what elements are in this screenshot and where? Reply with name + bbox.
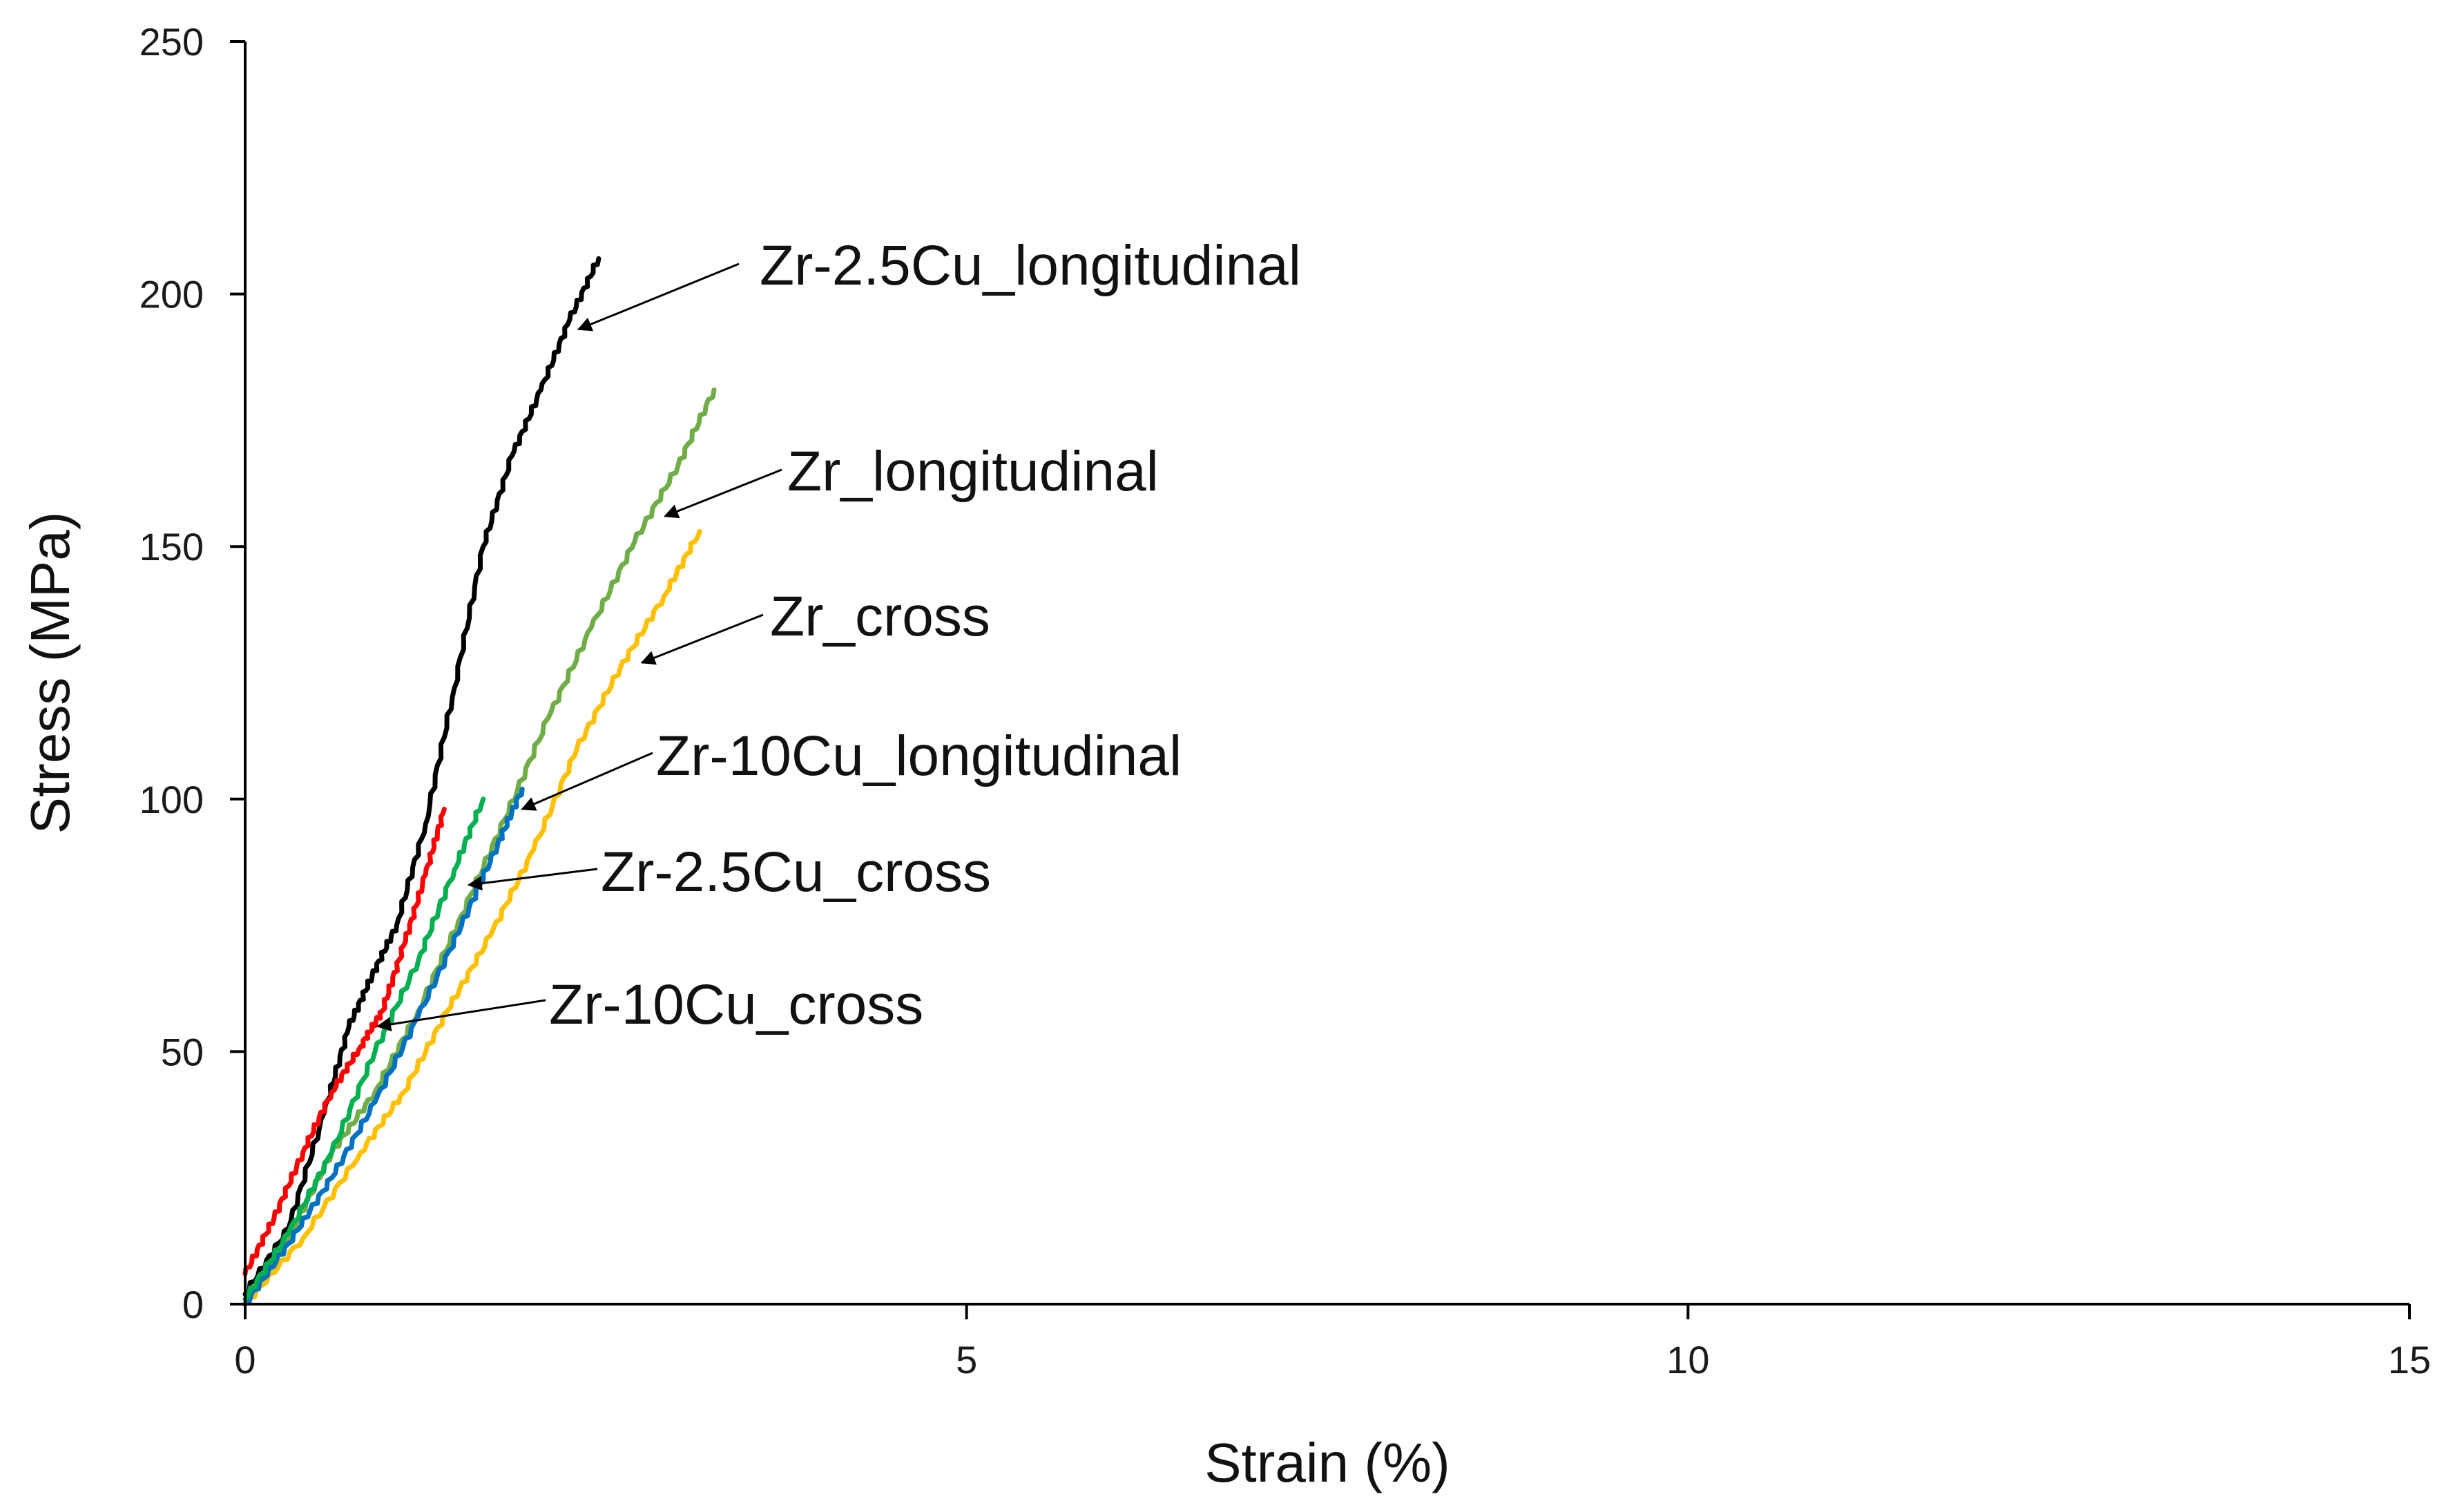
- annotation-label-zr-longitudinal: Zr_longitudinal: [787, 440, 1159, 503]
- y-tick-label: 150: [139, 525, 204, 568]
- annotation-arrow-zr-2-5cu-longitudinal: [577, 262, 740, 332]
- x-tick-label: 5: [956, 1338, 977, 1382]
- annotation-label-zr-cross: Zr_cross: [770, 585, 990, 648]
- series-line-zr-10cu-longitudinal: [242, 786, 525, 1307]
- annotation-layer: Zr-2.5Cu_longitudinal Zr_longitudinal Zr_c…: [376, 234, 1301, 1036]
- annotation-label-zr-2-5cu-cross: Zr-2.5Cu_cross: [601, 841, 991, 904]
- y-tick-label: 0: [182, 1283, 204, 1326]
- annotation-arrow-zr-2-5cu-cross: [467, 868, 598, 891]
- x-tick-label: 15: [2388, 1338, 2431, 1382]
- y-tick-label: 100: [139, 778, 204, 821]
- y-tick-label: 50: [161, 1030, 204, 1073]
- annotation-label-zr-10cu-longitudinal: Zr-10Cu_longitudinal: [656, 725, 1182, 787]
- y-tick-label: 200: [139, 273, 204, 316]
- annotation-label-zr-10cu-cross: Zr-10Cu_cross: [549, 973, 923, 1036]
- series-line-zr-2-5cu-cross: [242, 796, 486, 1302]
- annotation-arrow-zr-10cu-cross: [376, 999, 546, 1032]
- x-tick-label: 0: [234, 1338, 256, 1382]
- series-line-zr-2-5cu-longitudinal: [242, 256, 601, 1297]
- x-tick-label: 10: [1666, 1338, 1709, 1382]
- series-line-zr-10cu-cross: [242, 806, 447, 1277]
- y-tick-label: 250: [139, 20, 204, 64]
- annotation-arrow-zr-cross: [640, 613, 764, 665]
- y-axis-title: Stress (MPa): [19, 512, 81, 834]
- series-layer: [242, 256, 717, 1307]
- x-axis-title: Strain (%): [1204, 1432, 1450, 1493]
- annotation-arrow-zr-10cu-longitudinal: [521, 752, 653, 811]
- series-line-zr-cross: [242, 528, 702, 1307]
- annotation-arrow-zr-longitudinal: [664, 468, 782, 519]
- annotation-label-zr-2-5cu-longitudinal: Zr-2.5Cu_longitudinal: [760, 234, 1301, 297]
